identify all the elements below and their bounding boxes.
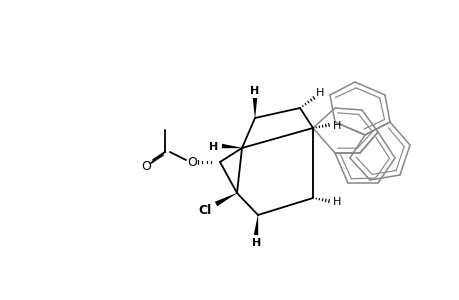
Text: H: H	[332, 197, 341, 207]
Text: O: O	[141, 160, 151, 172]
Text: H: H	[252, 238, 261, 248]
Text: H: H	[209, 142, 218, 152]
Text: H: H	[250, 86, 259, 96]
Polygon shape	[214, 193, 236, 206]
Text: H: H	[315, 88, 324, 98]
Polygon shape	[221, 144, 241, 148]
Text: H: H	[332, 121, 341, 131]
Polygon shape	[253, 215, 257, 235]
Text: Cl: Cl	[198, 203, 211, 217]
Text: O: O	[187, 155, 196, 169]
Polygon shape	[252, 98, 257, 118]
